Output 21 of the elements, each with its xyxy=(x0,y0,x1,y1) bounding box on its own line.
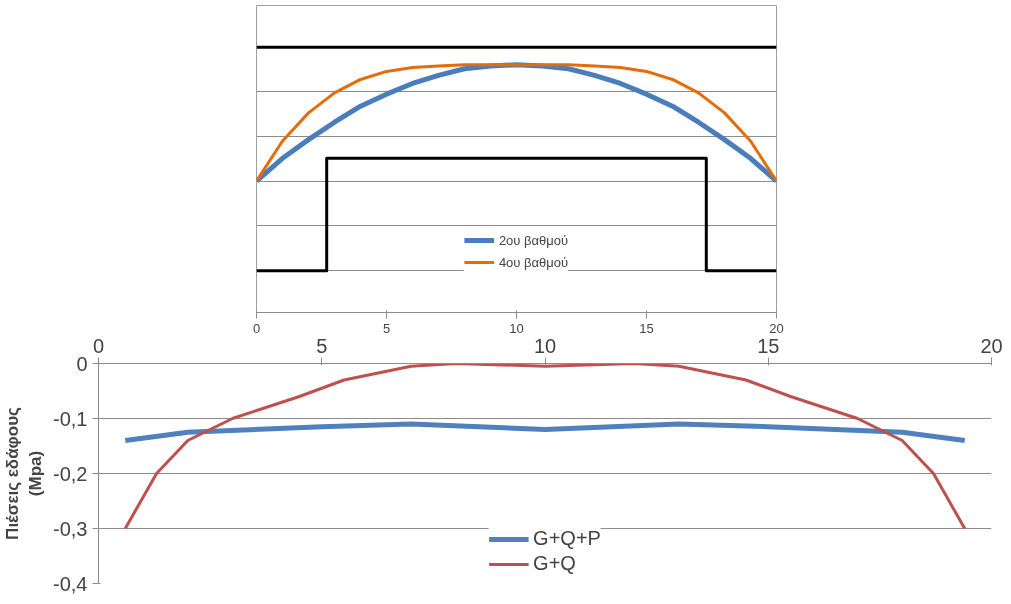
legend-label: 4ου βαθμού xyxy=(498,254,569,270)
x-tick-label: 10 xyxy=(533,334,557,357)
x-tick-label: 5 xyxy=(316,334,328,357)
line-series xyxy=(123,363,967,530)
x-tick-label: 20 xyxy=(769,320,784,336)
y-tick-label: -0,2 xyxy=(53,462,88,485)
y-tick-label: -0,3 xyxy=(53,517,88,540)
x-tick-label: 0 xyxy=(252,320,261,336)
y-tick-label: 0 xyxy=(76,352,88,375)
x-tick-label: 10 xyxy=(509,320,524,336)
x-tick-label: 20 xyxy=(980,334,1003,357)
y-tick-label: -0,4 xyxy=(53,572,88,595)
x-tick-label: 5 xyxy=(382,320,391,336)
y-tick-label: -0,1 xyxy=(53,407,88,430)
x-tick-label: 15 xyxy=(757,334,780,357)
legend-label: G+Q xyxy=(533,552,576,575)
legend-label: G+Q+P xyxy=(533,527,601,550)
x-tick-label: 15 xyxy=(639,320,654,336)
x-tick-label: 0 xyxy=(92,334,105,357)
legend-label: 2ου βαθμού xyxy=(498,232,569,248)
y-axis-title: Πιέσεις εδάφους (Mpa) xyxy=(3,406,46,540)
